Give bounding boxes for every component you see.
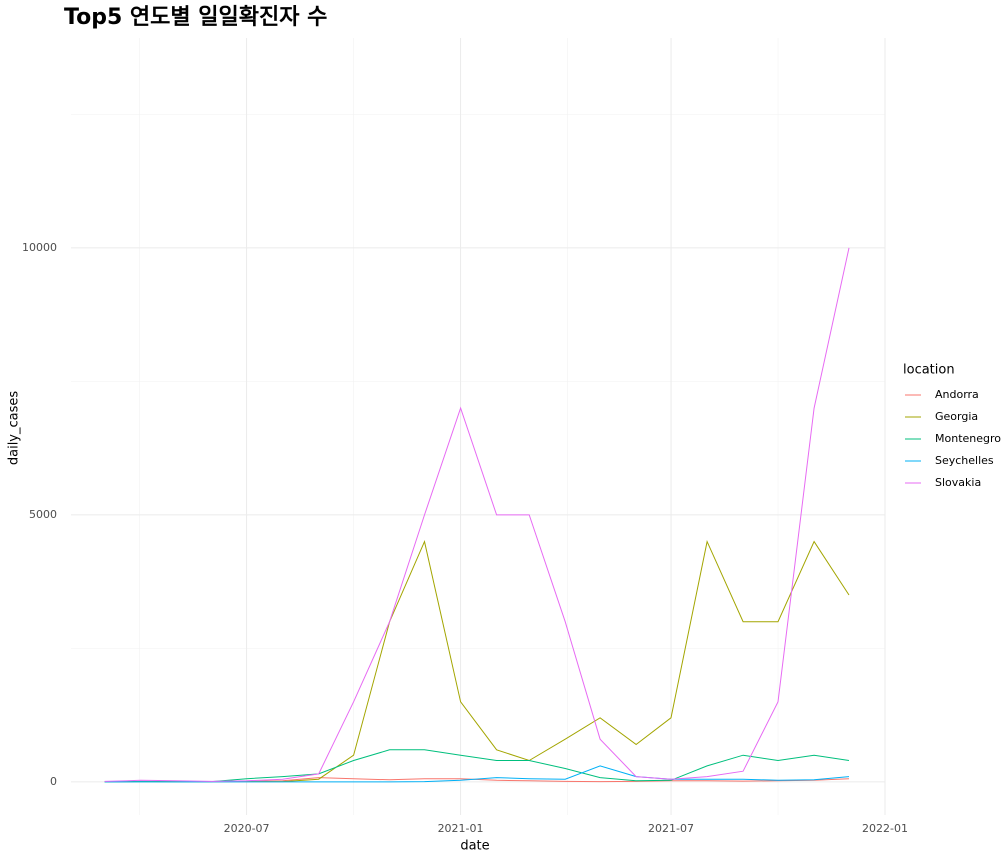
series-line — [104, 749, 850, 783]
legend-label: Andorra — [935, 388, 979, 401]
x-tick-label: 2021-07 — [648, 822, 694, 835]
series-line — [104, 539, 850, 783]
y-tick-label: 5000 — [29, 508, 57, 521]
x-axis-title: date — [460, 839, 489, 854]
x-tick-label: 2020-07 — [224, 822, 270, 835]
x-tick-label: 2022-01 — [862, 822, 908, 835]
series-line — [104, 247, 850, 782]
chart-title: Top5 연도별 일일확진자 수 — [64, 5, 327, 30]
grid — [71, 38, 886, 815]
y-tick-label: 10000 — [22, 241, 57, 254]
legend-title: location — [903, 363, 955, 378]
series-line — [104, 765, 850, 783]
x-tick-label: 2021-01 — [438, 822, 484, 835]
legend-label: Georgia — [935, 410, 978, 423]
y-axis-title: daily_cases — [7, 391, 22, 466]
y-tick-label: 0 — [50, 775, 57, 788]
legend-label: Montenegro — [935, 432, 1001, 445]
legend-label: Slovakia — [935, 476, 981, 489]
legend-label: Seychelles — [935, 454, 994, 467]
